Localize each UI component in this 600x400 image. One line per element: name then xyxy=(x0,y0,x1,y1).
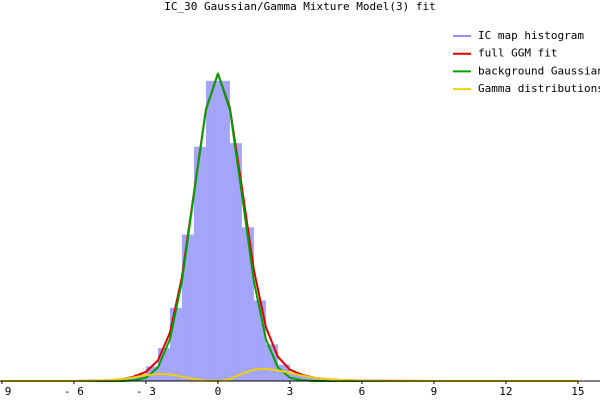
histogram-bar xyxy=(193,146,206,381)
histogram-bar xyxy=(121,378,134,381)
histogram-bar xyxy=(289,372,302,381)
x-tick-label: 9 xyxy=(5,385,12,398)
legend-label: full GGM fit xyxy=(478,47,557,60)
x-tick-label: 6 xyxy=(359,385,366,398)
fit-line xyxy=(1,72,578,382)
histogram-bar xyxy=(301,376,314,381)
x-tick-label: - 6 xyxy=(64,385,84,398)
histogram-bar xyxy=(181,234,194,381)
histogram-bar xyxy=(313,378,326,381)
histogram-bar xyxy=(133,374,146,381)
histogram-bar xyxy=(217,80,230,381)
fit-line xyxy=(1,72,578,382)
histogram-bar xyxy=(241,227,254,381)
x-tick-label: 15 xyxy=(571,385,584,398)
chart-title: IC_30 Gaussian/Gamma Mixture Model(3) fi… xyxy=(164,0,436,13)
histogram-bar xyxy=(169,307,182,381)
histogram-bar xyxy=(229,143,242,381)
legend-label: Gamma distributions xyxy=(478,82,600,95)
x-tick-label: 0 xyxy=(215,385,222,398)
fit-line xyxy=(1,367,578,382)
histogram-bar xyxy=(265,344,278,381)
legend-label: background Gaussian xyxy=(478,64,600,77)
x-tick-label: 12 xyxy=(499,385,512,398)
x-tick-label: - 3 xyxy=(136,385,156,398)
x-tick-label: 3 xyxy=(287,385,294,398)
x-tick-label: 9 xyxy=(431,385,438,398)
histogram-bar xyxy=(205,80,218,381)
histogram-bar xyxy=(157,348,170,381)
histogram-bar xyxy=(253,300,266,381)
legend-label: IC map histogram xyxy=(478,29,584,42)
